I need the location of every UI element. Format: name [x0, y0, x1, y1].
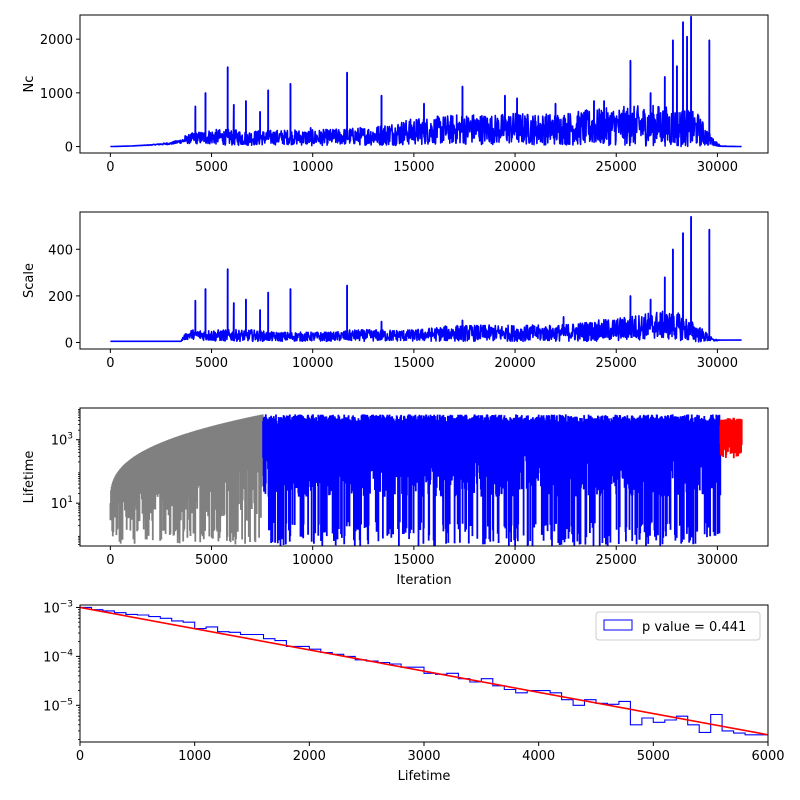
scale-series-line [109, 215, 742, 343]
legend-label: p value = 0.441 [642, 620, 746, 635]
y-tick-label: 2000 [40, 33, 73, 48]
nc-series-line [109, 15, 742, 148]
plot-frame [79, 14, 769, 154]
x-tick-label: 1000 [178, 749, 211, 764]
x-tick-label: 20000 [494, 160, 535, 175]
x-tick-label: 0 [106, 356, 114, 371]
legend-box [595, 611, 761, 641]
histogram-panel: p value = 0.441 0 1000 2000 3000 4000 5000 6000… [43, 599, 784, 784]
x-tick-label: 0 [76, 749, 84, 764]
x-axis-label: Lifetime [398, 769, 451, 784]
x-tick-label: 5000 [637, 749, 670, 764]
y-tick-label: 103 [51, 432, 73, 449]
y-tick-label: 101 [51, 495, 73, 512]
x-tick-label: 20000 [494, 553, 535, 568]
x-tick-label: 20000 [494, 356, 535, 371]
lifetime-panel: 0 5000 10000 15000 20000 25000 30000 101 103 Iter… [22, 407, 769, 588]
x-tick-label: 6000 [751, 749, 784, 764]
x-tick-label: 5000 [195, 160, 228, 175]
y-tick-label: 0 [65, 336, 73, 351]
y-axis-label: Nc [22, 76, 37, 93]
x-tick-label: 10000 [292, 356, 333, 371]
x-tick-label: 5000 [195, 356, 228, 371]
legend-swatch [603, 619, 633, 631]
x-tick-label: 25000 [596, 160, 637, 175]
x-tick-label: 2000 [293, 749, 326, 764]
y-tick-label: 10−5 [43, 697, 73, 714]
x-tick-label: 0 [106, 553, 114, 568]
fit-line [80, 606, 768, 736]
lifetime-tail-trace [719, 417, 743, 459]
histogram-steps [80, 606, 768, 736]
x-tick-label: 5000 [195, 553, 228, 568]
x-tick-label: 10000 [292, 160, 333, 175]
x-tick-label: 15000 [393, 356, 434, 371]
x-tick-label: 30000 [697, 553, 738, 568]
x-tick-label: 25000 [596, 356, 637, 371]
legend: p value = 0.441 [595, 611, 761, 641]
x-tick-label: 30000 [697, 356, 738, 371]
x-tick-label: 0 [106, 160, 114, 175]
lifetime-burnin-trace [109, 414, 264, 545]
x-tick-label: 10000 [292, 553, 333, 568]
y-tick-label: 1000 [40, 87, 73, 102]
y-tick-label: 10−3 [43, 599, 73, 616]
y-tick-label: 200 [48, 290, 73, 305]
nc-panel: 0 5000 10000 15000 20000 25000 30000 0 1000 2000 N… [22, 14, 769, 175]
x-axis-label: Iteration [396, 573, 451, 588]
y-tick-label: 400 [48, 243, 73, 258]
plot-frame [79, 407, 769, 547]
y-tick-label: 10−4 [43, 648, 73, 665]
lifetime-main-trace [262, 414, 722, 546]
y-axis-label: Scale [22, 263, 37, 298]
y-tick-label: 0 [65, 141, 73, 156]
x-tick-label: 3000 [407, 749, 440, 764]
y-axis-label: Lifetime [22, 451, 37, 504]
x-tick-label: 4000 [522, 749, 555, 764]
x-tick-label: 25000 [596, 553, 637, 568]
x-tick-label: 15000 [393, 553, 434, 568]
x-tick-label: 30000 [697, 160, 738, 175]
scale-panel: 0 5000 10000 15000 20000 25000 30000 0 200 400 Sca… [22, 211, 769, 371]
x-tick-label: 15000 [393, 160, 434, 175]
plot-frame [79, 211, 769, 350]
